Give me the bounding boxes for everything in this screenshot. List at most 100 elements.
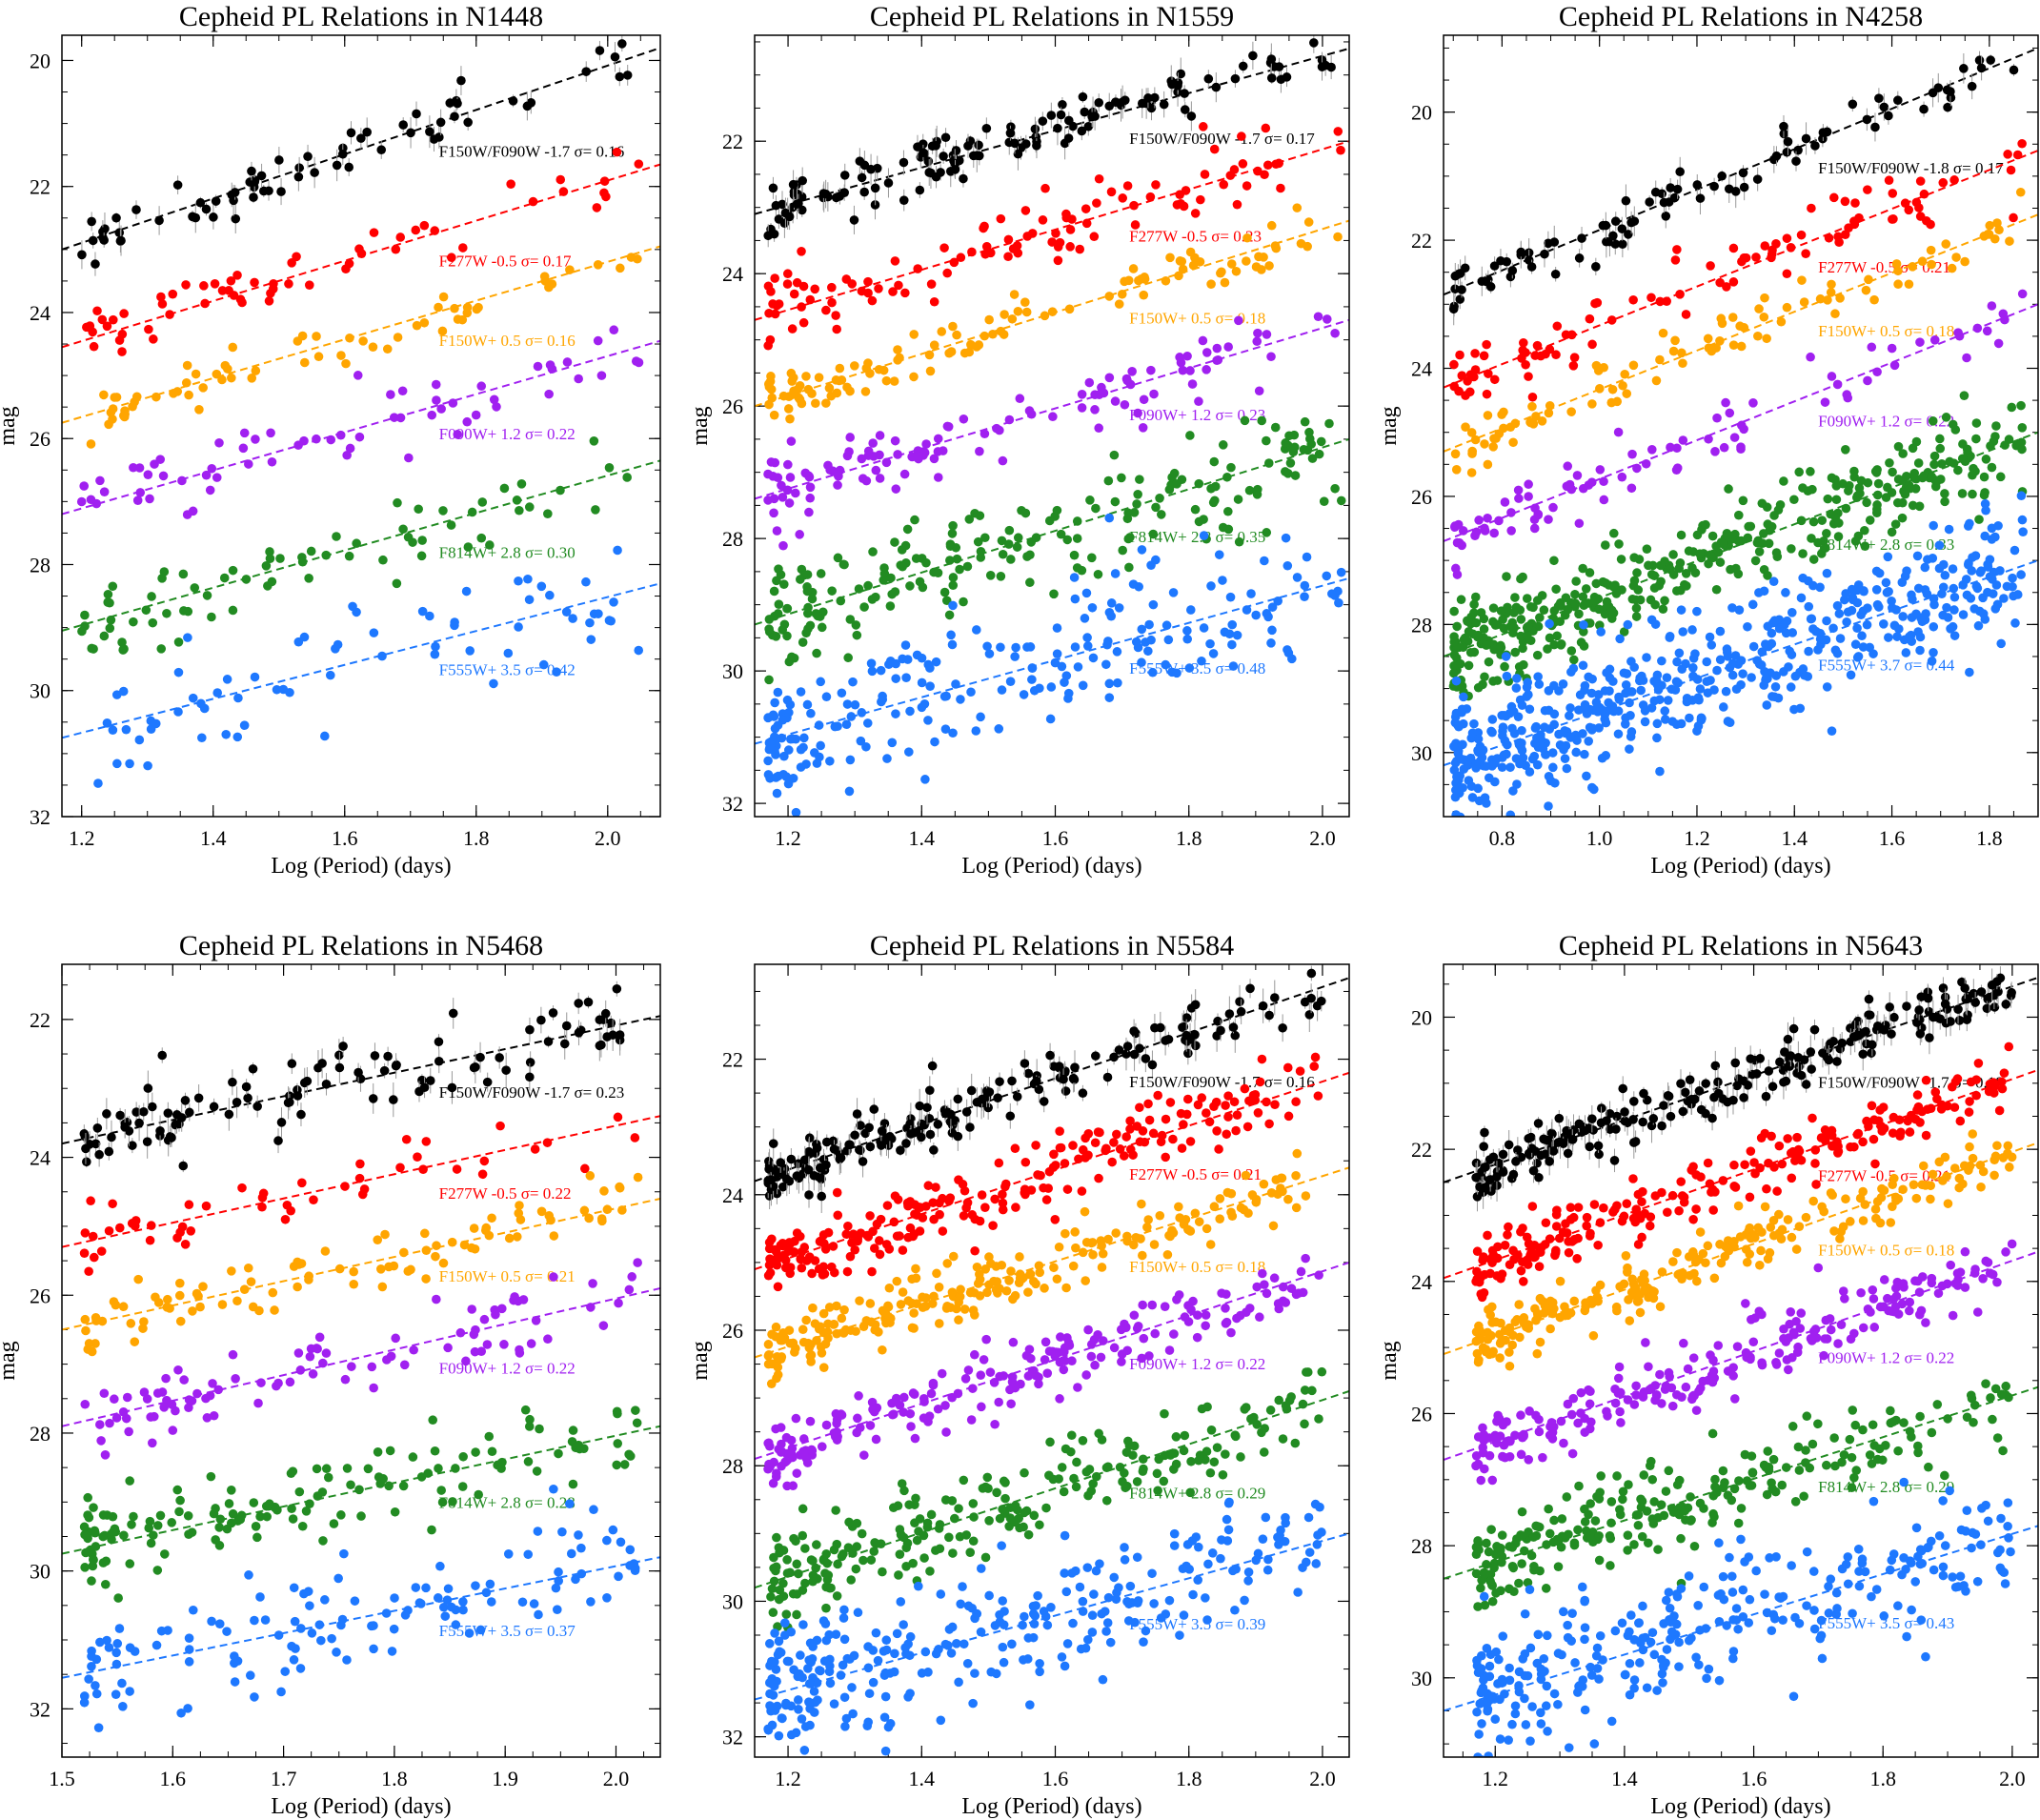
data-point bbox=[338, 1041, 348, 1051]
data-point bbox=[155, 455, 166, 464]
data-point bbox=[1226, 462, 1236, 473]
data-point bbox=[349, 1279, 359, 1289]
data-point bbox=[782, 695, 793, 705]
data-point bbox=[1230, 73, 1241, 84]
data-point bbox=[1031, 1076, 1041, 1086]
data-point bbox=[1262, 609, 1272, 618]
data-point bbox=[1070, 1062, 1080, 1072]
data-point bbox=[117, 347, 127, 356]
data-point bbox=[382, 1355, 392, 1365]
data-point bbox=[1722, 282, 1731, 292]
data-point bbox=[80, 1399, 91, 1409]
data-point bbox=[2005, 236, 2014, 246]
data-point bbox=[832, 388, 842, 398]
data-point bbox=[1232, 199, 1242, 210]
data-point bbox=[1178, 264, 1188, 274]
data-point bbox=[1570, 589, 1580, 599]
data-point bbox=[1078, 1088, 1088, 1099]
data-point bbox=[1627, 594, 1638, 604]
data-point bbox=[412, 320, 422, 331]
data-point bbox=[228, 1077, 237, 1087]
data-point bbox=[589, 436, 599, 446]
data-point bbox=[1069, 573, 1080, 582]
data-point bbox=[114, 1624, 125, 1633]
data-point bbox=[1835, 634, 1846, 643]
data-point bbox=[1781, 628, 1791, 638]
data-point bbox=[228, 342, 238, 353]
data-point bbox=[1929, 594, 1939, 604]
y-tick-label: 30 bbox=[30, 1560, 50, 1584]
data-point bbox=[1030, 124, 1040, 134]
data-point bbox=[199, 703, 210, 714]
data-point bbox=[1251, 610, 1261, 620]
data-point bbox=[1532, 340, 1543, 351]
data-point bbox=[105, 623, 115, 634]
y-tick-label: 22 bbox=[722, 130, 743, 153]
data-point bbox=[1556, 597, 1565, 608]
data-point bbox=[91, 1542, 101, 1551]
data-point bbox=[945, 556, 955, 565]
data-point bbox=[925, 366, 936, 376]
data-point bbox=[108, 581, 118, 592]
data-point bbox=[387, 1647, 397, 1656]
data-point bbox=[103, 597, 112, 607]
data-point bbox=[1141, 1054, 1151, 1063]
data-point bbox=[1702, 657, 1712, 667]
data-point bbox=[1709, 181, 1719, 192]
data-point bbox=[1528, 602, 1538, 613]
data-point bbox=[229, 195, 238, 206]
data-point bbox=[157, 299, 168, 309]
data-point bbox=[565, 1499, 575, 1508]
data-point bbox=[833, 721, 842, 732]
data-point bbox=[147, 592, 156, 601]
data-point bbox=[925, 1129, 936, 1140]
data-point bbox=[580, 1163, 590, 1174]
data-point bbox=[1175, 353, 1184, 362]
data-point bbox=[1672, 443, 1682, 454]
data-point bbox=[413, 1152, 422, 1163]
data-point bbox=[1634, 555, 1645, 564]
data-point bbox=[105, 1418, 114, 1428]
data-point bbox=[464, 1628, 475, 1638]
y-tick-label: 24 bbox=[30, 301, 50, 325]
data-point bbox=[1791, 156, 1801, 166]
data-point bbox=[1705, 632, 1715, 642]
data-point bbox=[774, 564, 783, 574]
data-point bbox=[585, 617, 595, 628]
data-point bbox=[228, 1508, 238, 1519]
data-point bbox=[1785, 646, 1795, 657]
series-group bbox=[1444, 47, 2038, 326]
y-tick-label: 20 bbox=[1411, 101, 1432, 125]
data-point bbox=[1104, 513, 1115, 523]
series-group bbox=[1444, 491, 2038, 817]
data-point bbox=[193, 1093, 204, 1103]
data-point bbox=[1450, 449, 1461, 459]
data-point bbox=[1972, 323, 1983, 334]
fit-line bbox=[62, 1425, 660, 1555]
data-point bbox=[178, 569, 189, 579]
fit-line bbox=[62, 582, 660, 739]
data-point bbox=[1719, 539, 1728, 549]
data-point bbox=[1281, 438, 1290, 448]
data-point bbox=[1172, 479, 1182, 489]
data-point bbox=[863, 358, 873, 368]
data-point bbox=[1246, 589, 1256, 598]
data-point bbox=[199, 281, 209, 291]
data-point bbox=[342, 1464, 353, 1473]
data-point bbox=[215, 1514, 226, 1525]
data-point bbox=[1245, 983, 1255, 994]
data-point bbox=[1620, 369, 1630, 379]
data-point bbox=[1721, 686, 1731, 697]
data-point bbox=[627, 1272, 637, 1282]
data-point bbox=[1449, 359, 1459, 370]
data-point bbox=[597, 1216, 607, 1226]
data-point bbox=[377, 651, 387, 661]
data-point bbox=[1767, 253, 1776, 263]
data-point bbox=[342, 1655, 352, 1665]
data-point bbox=[1872, 504, 1882, 515]
data-point bbox=[1133, 490, 1142, 499]
data-point bbox=[1193, 1100, 1203, 1110]
data-point bbox=[1692, 726, 1702, 736]
data-point bbox=[479, 1314, 490, 1325]
series-group bbox=[755, 122, 1349, 351]
